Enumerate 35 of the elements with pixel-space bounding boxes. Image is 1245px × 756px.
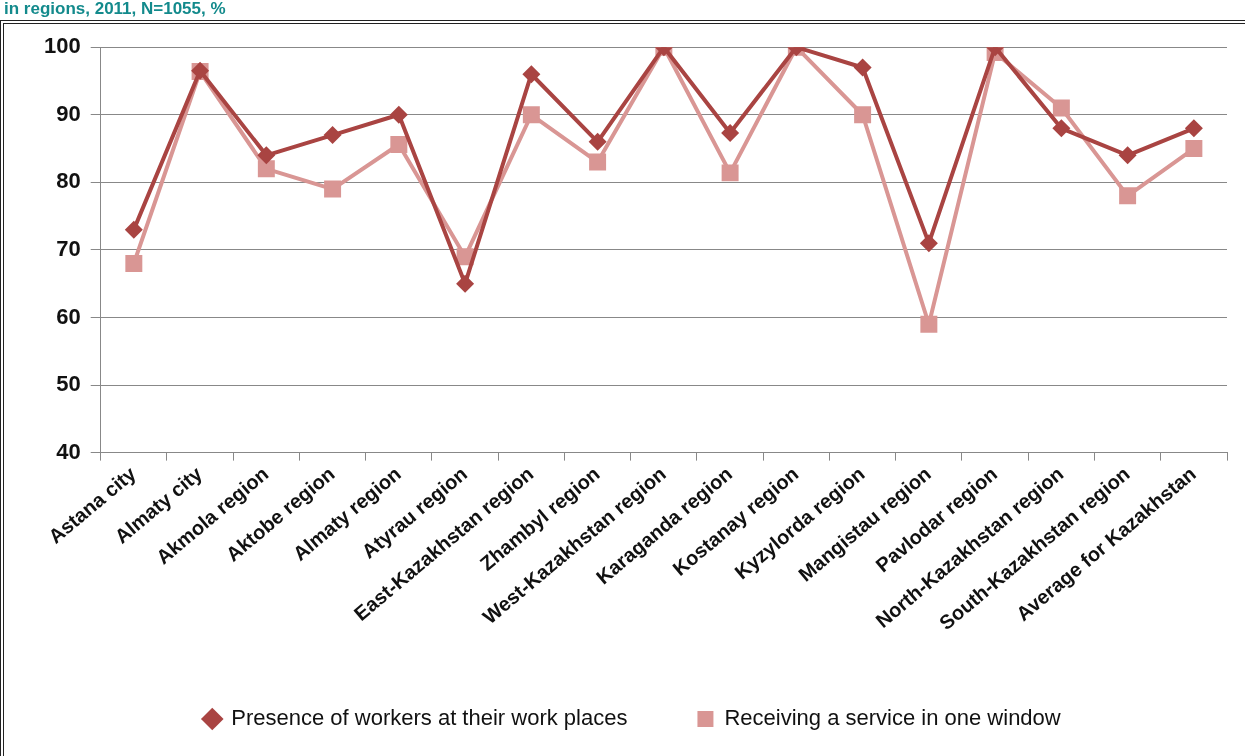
point [854, 106, 872, 124]
y-tick-label: 50 [56, 371, 81, 397]
point [589, 153, 607, 171]
point [1052, 99, 1070, 117]
point [125, 254, 143, 272]
point [1119, 187, 1137, 205]
y-tick-label: 90 [56, 100, 81, 126]
point [389, 105, 408, 124]
point [1185, 140, 1203, 158]
point [919, 234, 938, 253]
point [920, 315, 938, 333]
y-tick-label: 80 [56, 168, 81, 194]
point [456, 274, 475, 293]
point [390, 136, 408, 153]
point [324, 180, 342, 198]
point [1184, 119, 1203, 138]
point [257, 146, 276, 165]
point [721, 124, 740, 143]
legend-label: Receiving a service in one window [724, 705, 1061, 731]
point [1052, 119, 1071, 138]
chart-title: in regions, 2011, N=1055, % [3, 0, 227, 20]
point [522, 65, 541, 84]
point [522, 106, 540, 124]
point [124, 220, 143, 239]
point [323, 126, 342, 145]
y-tick-label: 100 [43, 33, 81, 59]
legend-label: Presence of workers at their work places [231, 705, 628, 731]
point [721, 164, 739, 182]
point [588, 132, 607, 151]
point [257, 160, 275, 178]
point [1118, 146, 1137, 165]
y-tick-label: 60 [56, 303, 81, 329]
y-tick-label: 70 [56, 235, 81, 261]
point [853, 58, 872, 77]
y-tick-label: 40 [56, 438, 81, 464]
